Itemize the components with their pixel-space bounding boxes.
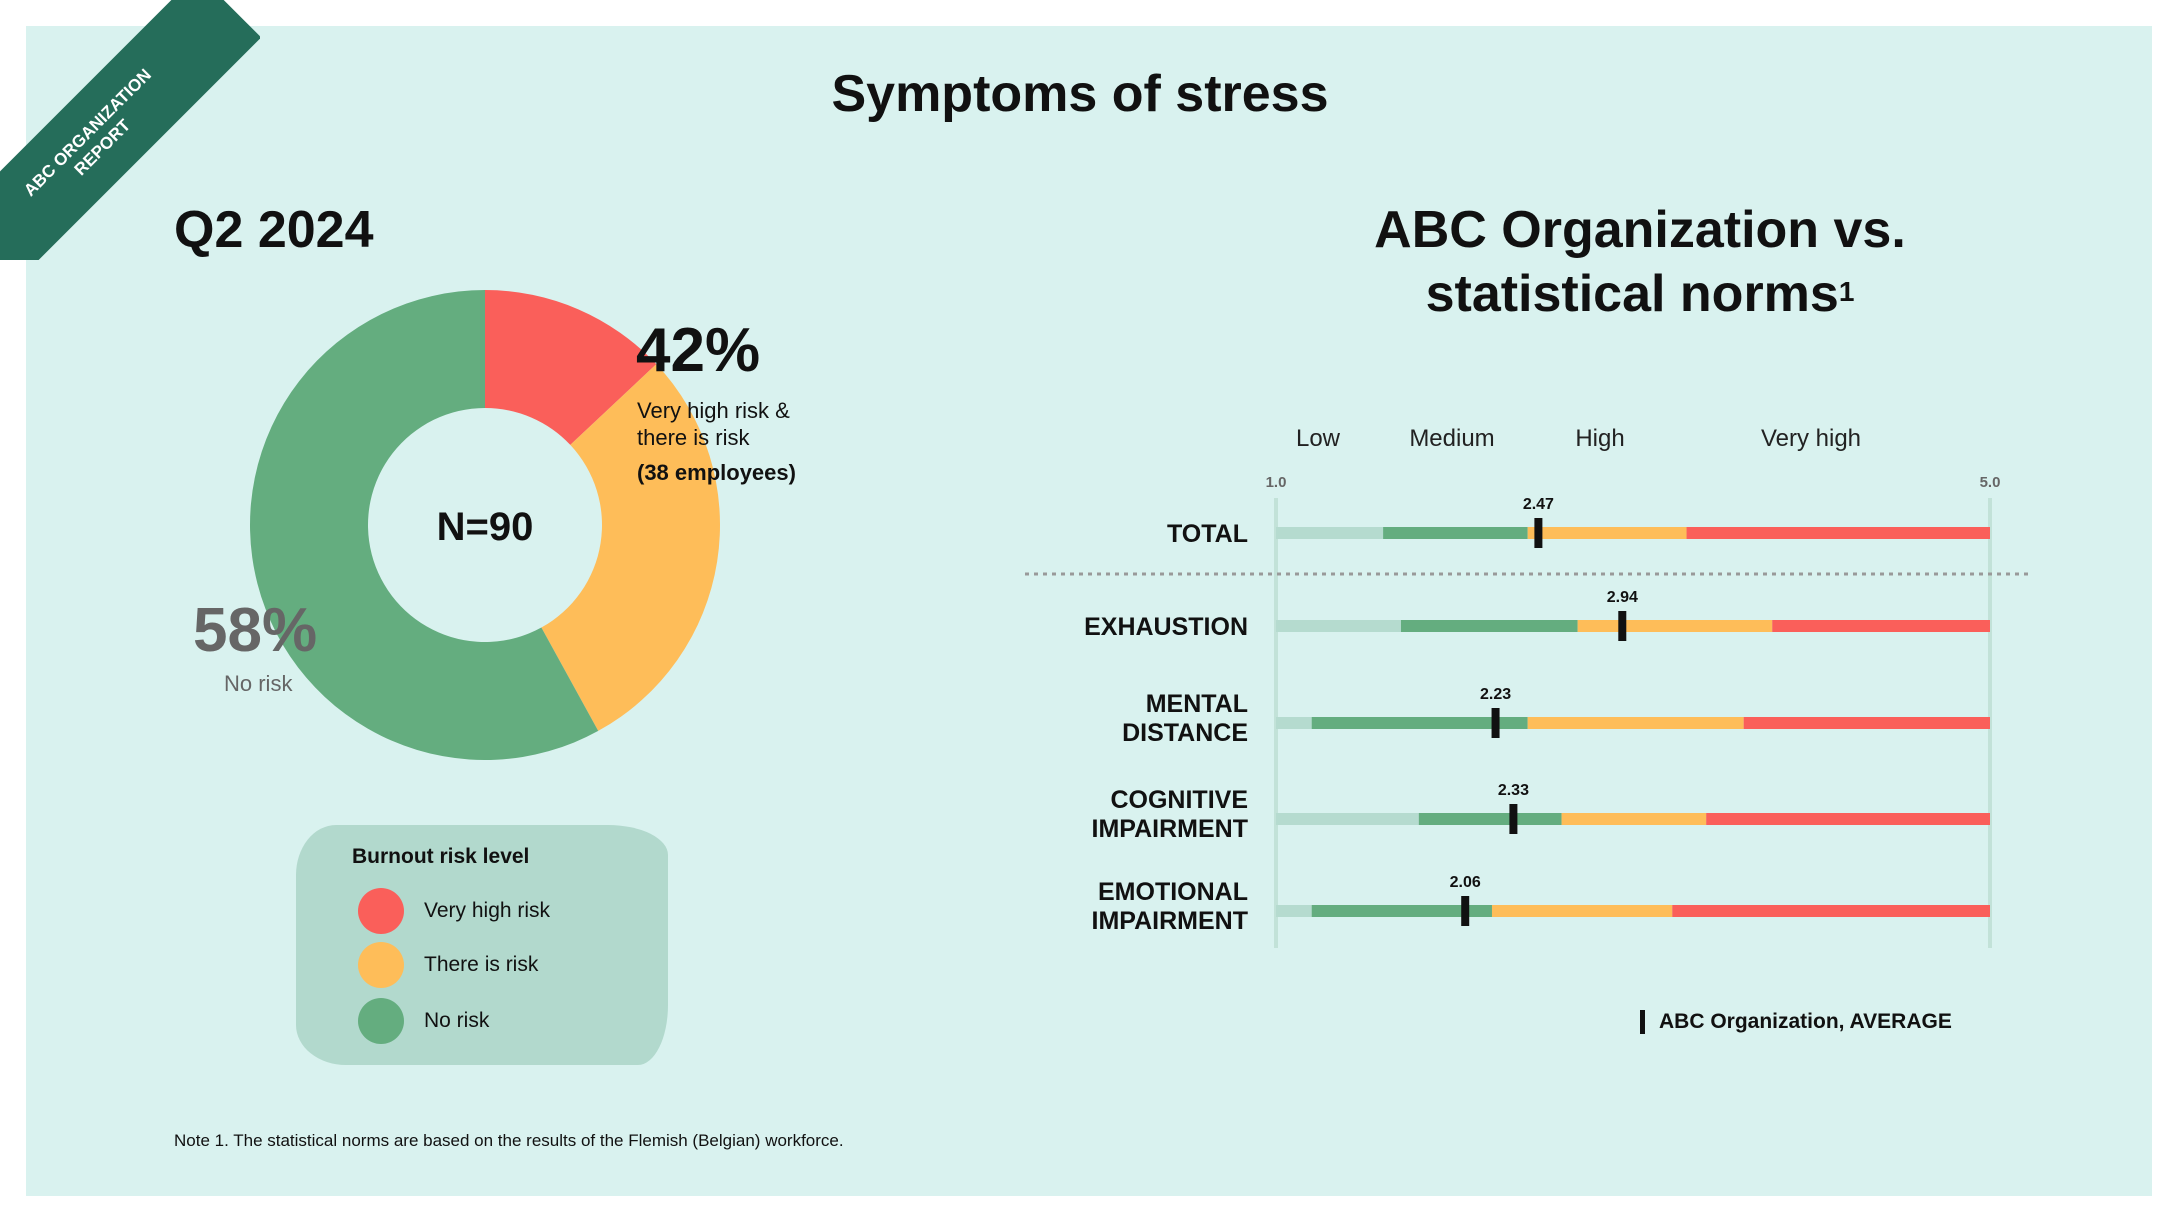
page-title: Symptoms of stress (831, 65, 1329, 123)
average-marker-legend: ABC Organization, AVERAGE (1640, 1010, 1952, 1034)
no-risk-swatch (358, 998, 404, 1044)
very-high-risk-swatch (358, 888, 404, 934)
comparison-title-line2: statistical norms (1425, 265, 1839, 323)
burnout-legend: Burnout risk level Very high risk There … (296, 825, 668, 1065)
footnote-marker: 1 (1838, 276, 1855, 307)
risk-description: Very high risk & there is risk (637, 397, 790, 451)
risk-employees: (38 employees) (637, 460, 796, 485)
legend-label: There is risk (424, 953, 539, 976)
average-marker-icon (1640, 1010, 1645, 1034)
risk-description-line2: there is risk (637, 425, 750, 450)
donut-slice-no-risk (250, 290, 599, 760)
footnote: Note 1. The statistical norms are based … (174, 1131, 844, 1150)
risk-donut-chart (250, 290, 720, 760)
legend-item-no-risk: No risk (358, 997, 489, 1045)
legend-item-there-is-risk: There is risk (358, 941, 538, 989)
no-risk-label: No risk (224, 671, 293, 696)
donut-slice-there-is-risk (541, 364, 720, 731)
legend-label: No risk (424, 1009, 490, 1032)
legend-item-very-high-risk: Very high risk (358, 887, 550, 935)
no-risk-percentage: 58% (193, 596, 318, 665)
average-marker-label: ABC Organization, AVERAGE (1659, 1010, 1952, 1033)
donut-slice-very-high-risk (485, 290, 657, 445)
there-is-risk-swatch (358, 942, 404, 988)
period-title: Q2 2024 (174, 201, 374, 259)
risk-percentage: 42% (636, 316, 761, 385)
legend-title: Burnout risk level (352, 845, 530, 868)
risk-description-line1: Very high risk & (637, 398, 790, 423)
legend-label: Very high risk (424, 899, 551, 922)
comparison-title-line1: ABC Organization vs. (1374, 201, 1906, 259)
donut-center-label: N=90 (436, 505, 534, 549)
comparison-title: ABC Organization vs. statistical norms1 (1240, 198, 2040, 326)
